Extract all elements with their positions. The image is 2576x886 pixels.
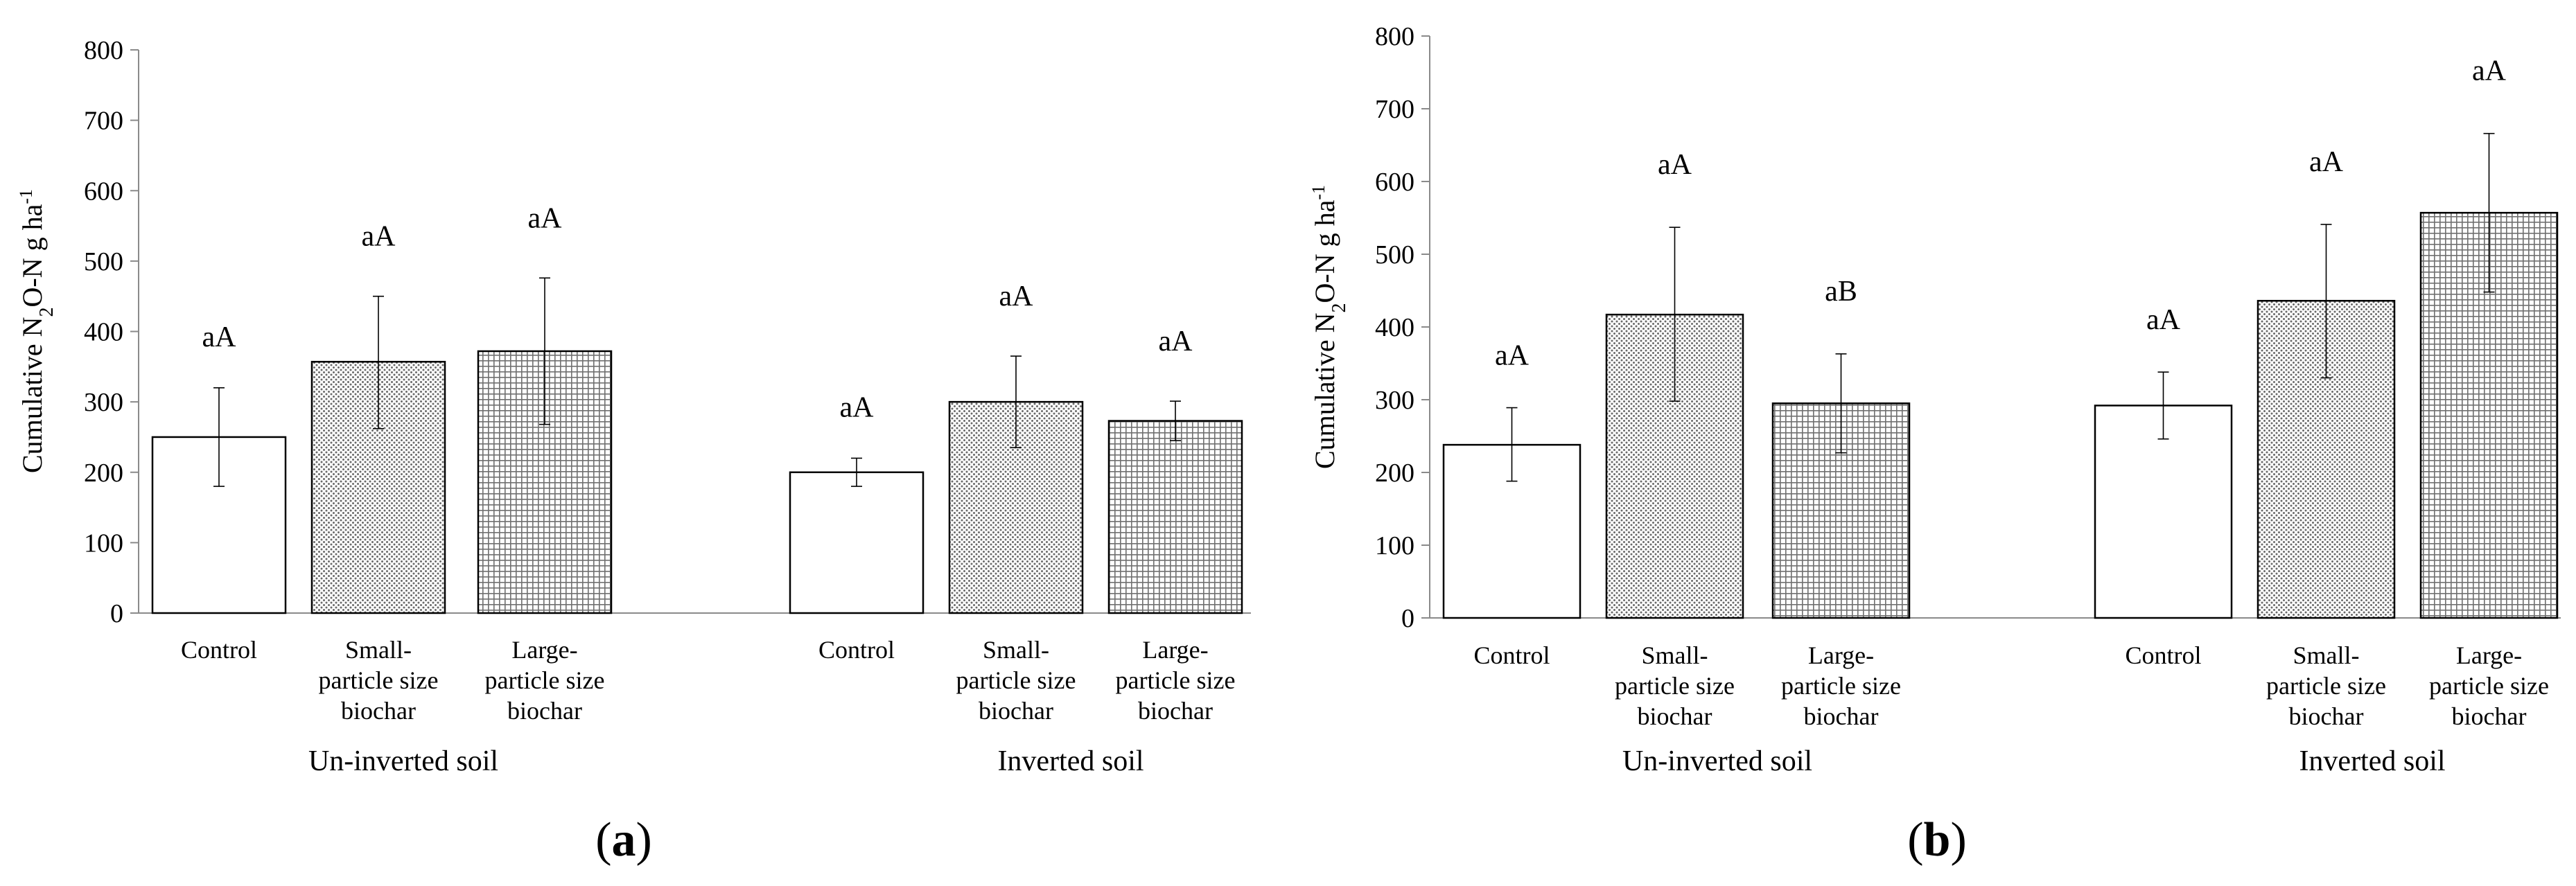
y-tick-label: 300 [1375, 386, 1414, 415]
y-tick-label: 600 [84, 177, 123, 206]
y-tick-label: 500 [84, 247, 123, 276]
y-tick-label: 700 [84, 107, 123, 136]
significance-label: aA [1658, 149, 1692, 181]
significance-label: aA [999, 281, 1034, 312]
category-label: Large-particle size biochar [1116, 636, 1236, 725]
significance-label: aA [2472, 55, 2507, 87]
y-tick-label: 100 [84, 529, 123, 558]
y-tick-label: 600 [1375, 168, 1414, 197]
significance-label: aA [528, 202, 563, 234]
y-tick-label: 700 [1375, 95, 1414, 124]
y-axis-label: Cumulative N2O-N g ha-1 [1308, 185, 1350, 469]
y-tick-label: 0 [110, 599, 123, 628]
category-label: Small-particle size biochar [956, 636, 1076, 725]
category-label: Small-particle size biochar [319, 636, 439, 725]
significance-label: aA [2309, 146, 2344, 178]
y-tick-label: 800 [1375, 22, 1414, 51]
group-label: Inverted soil [2299, 745, 2445, 777]
category-label: Small-particle size biochar [1615, 641, 1735, 730]
y-tick-label: 300 [84, 388, 123, 417]
y-axis-label: Cumulative N2O-N g ha-1 [16, 189, 58, 473]
significance-label: aA [2146, 304, 2181, 336]
category-label: Control [2125, 641, 2201, 669]
y-tick-label: 400 [84, 318, 123, 347]
group-label: Inverted soil [997, 745, 1144, 777]
panel-label: (a) [595, 813, 652, 867]
panel-label: (b) [1907, 813, 1967, 867]
y-tick-label: 0 [1401, 604, 1414, 633]
y-tick-label: 200 [84, 459, 123, 488]
category-label: Control [181, 636, 257, 664]
category-label: Control [1473, 641, 1550, 669]
group-label: Un-inverted soil [308, 745, 498, 777]
significance-label: aA [1159, 326, 1193, 357]
significance-label: aA [362, 221, 396, 253]
y-tick-label: 800 [84, 36, 123, 65]
chart-panel-a: 0 100 200 300 400 500 600 700 800 Cumulative N2O-… [16, 36, 1251, 867]
category-label: Control [818, 636, 895, 664]
category-label: Large-particle size biochar [485, 636, 605, 725]
group-label: Un-inverted soil [1622, 745, 1812, 777]
significance-label: aB [1825, 276, 1857, 308]
category-label: Small-particle size biochar [2266, 641, 2386, 730]
y-tick-label: 100 [1375, 531, 1414, 560]
category-label: Large-particle size biochar [1781, 641, 1901, 730]
bar [789, 471, 925, 614]
significance-label: aA [202, 321, 237, 353]
bar [1107, 420, 1243, 614]
significance-label: aA [840, 391, 875, 423]
y-tick-label: 500 [1375, 240, 1414, 269]
bar [2094, 405, 2233, 619]
y-tick-label: 200 [1375, 459, 1414, 488]
significance-label: aA [1495, 340, 1530, 372]
category-label: Large-particle size biochar [2429, 641, 2549, 730]
chart-panel-b: 0 100 200 300 400 500 600 700 800 Cumulative N2O-… [1308, 22, 2561, 867]
y-tick-label: 400 [1375, 313, 1414, 342]
